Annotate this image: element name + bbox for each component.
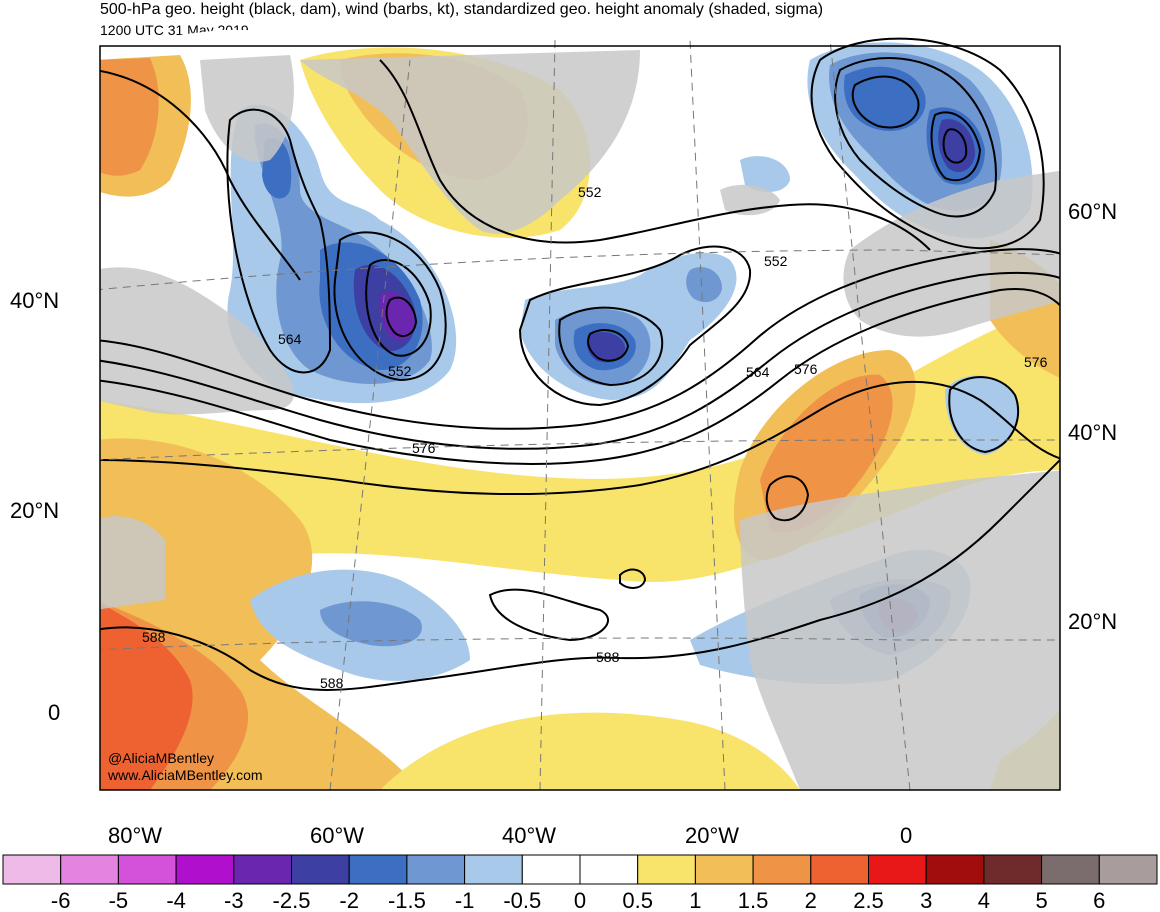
colorbar-box (291, 854, 350, 885)
colorbar-label: 6 (1093, 888, 1105, 912)
colorbar-label: 3 (920, 888, 932, 912)
colorbar-box (1041, 854, 1100, 885)
weather-map: 552 552 552 564 564 576 576 576 588 588 … (10, 30, 1118, 848)
credit-url: www.AliciaMBentley.com (107, 767, 263, 783)
colorbar-box (117, 854, 177, 885)
contour-label: 552 (388, 363, 412, 379)
colorbar-box (694, 854, 754, 885)
contour-label: 552 (578, 184, 602, 200)
lat-label: 0 (48, 700, 60, 725)
colorbar-box (1098, 854, 1158, 885)
colorbar-label: -2.5 (273, 888, 311, 912)
colorbar-label: 4 (978, 888, 990, 912)
map-title: 500-hPa geo. height (black, dam), wind (… (100, 1, 824, 18)
colorbar-boxes (2, 854, 1158, 885)
lon-label: 60°W (310, 823, 364, 848)
right-lat-labels: 60°N 40°N 20°N (1068, 199, 1117, 634)
map-frame (99, 45, 1061, 791)
colorbar-box (868, 854, 927, 885)
colorbar-box (233, 854, 293, 885)
colorbar-box (752, 854, 812, 885)
lon-label: 20°W (685, 823, 739, 848)
height-contours (100, 37, 1060, 691)
colorbar-labels: -6 -5 -4 -3 -2.5 -2 -1.5 -1 -0.5 0 0.5 1 1.5 2 2.5 3 4 5 6 (51, 888, 1106, 912)
colorbar-label: -4 (166, 888, 186, 912)
contour-label: 576 (1024, 354, 1048, 370)
colorbar-label: 1 (689, 888, 701, 912)
colorbar-box (810, 854, 869, 885)
contour-label: 576 (794, 361, 818, 377)
colorbar: -6 -5 -4 -3 -2.5 -2 -1.5 -1 -0.5 0 0.5 1 1.5 2 2.5 3 4 5 6 (2, 854, 1158, 912)
lon-label: 40°W (502, 823, 556, 848)
colorbar-label: 0.5 (622, 888, 653, 912)
contour-label: 576 (412, 440, 436, 456)
colorbar-box (175, 854, 235, 885)
left-lat-labels: 40°N 20°N 0 (10, 288, 60, 725)
contour-labels: 552 552 552 564 564 576 576 576 588 588 … (142, 184, 1048, 691)
colorbar-box (579, 854, 639, 885)
colorbar-box (637, 854, 696, 885)
colorbar-box (925, 854, 985, 885)
lat-label: 20°N (10, 498, 59, 523)
colorbar-label: 2.5 (853, 888, 884, 912)
colorbar-label: 0 (574, 888, 586, 912)
credit-handle: @AliciaMBentley (108, 750, 214, 766)
lat-label: 60°N (1068, 199, 1117, 224)
lat-label: 20°N (1068, 609, 1117, 634)
colorbar-label: -0.5 (503, 888, 541, 912)
colorbar-label: 2 (805, 888, 817, 912)
colorbar-box (521, 854, 581, 885)
colorbar-label: -5 (109, 888, 129, 912)
colorbar-box (60, 854, 119, 885)
contour-label: 588 (320, 675, 344, 691)
colorbar-label: 5 (1035, 888, 1047, 912)
land-masses (100, 50, 1060, 790)
colorbar-box (983, 854, 1043, 885)
lat-label: 40°N (1068, 420, 1117, 445)
lon-label: 80°W (108, 823, 162, 848)
graticule (100, 39, 1060, 790)
colorbar-box (464, 854, 523, 885)
colorbar-label: 1.5 (738, 888, 769, 912)
colorbar-label: -2 (339, 888, 359, 912)
bottom-lon-labels: 80°W 60°W 40°W 20°W 0 (108, 823, 912, 848)
lat-label: 40°N (10, 288, 59, 313)
colorbar-box (348, 854, 408, 885)
contour-label: 564 (278, 331, 302, 347)
contour-label: 552 (764, 253, 788, 269)
contour-label: 588 (142, 629, 166, 645)
colorbar-box (2, 854, 62, 885)
colorbar-box (406, 854, 466, 885)
colorbar-label: -1 (455, 888, 475, 912)
credit: @AliciaMBentley www.AliciaMBentley.com (107, 750, 263, 783)
contour-label: 588 (596, 649, 620, 665)
colorbar-label: -1.5 (388, 888, 426, 912)
colorbar-label: -6 (51, 888, 71, 912)
lon-label: 0 (900, 823, 912, 848)
map-plot-area (100, 30, 1060, 790)
colorbar-label: -3 (224, 888, 244, 912)
contour-label: 564 (746, 364, 770, 380)
